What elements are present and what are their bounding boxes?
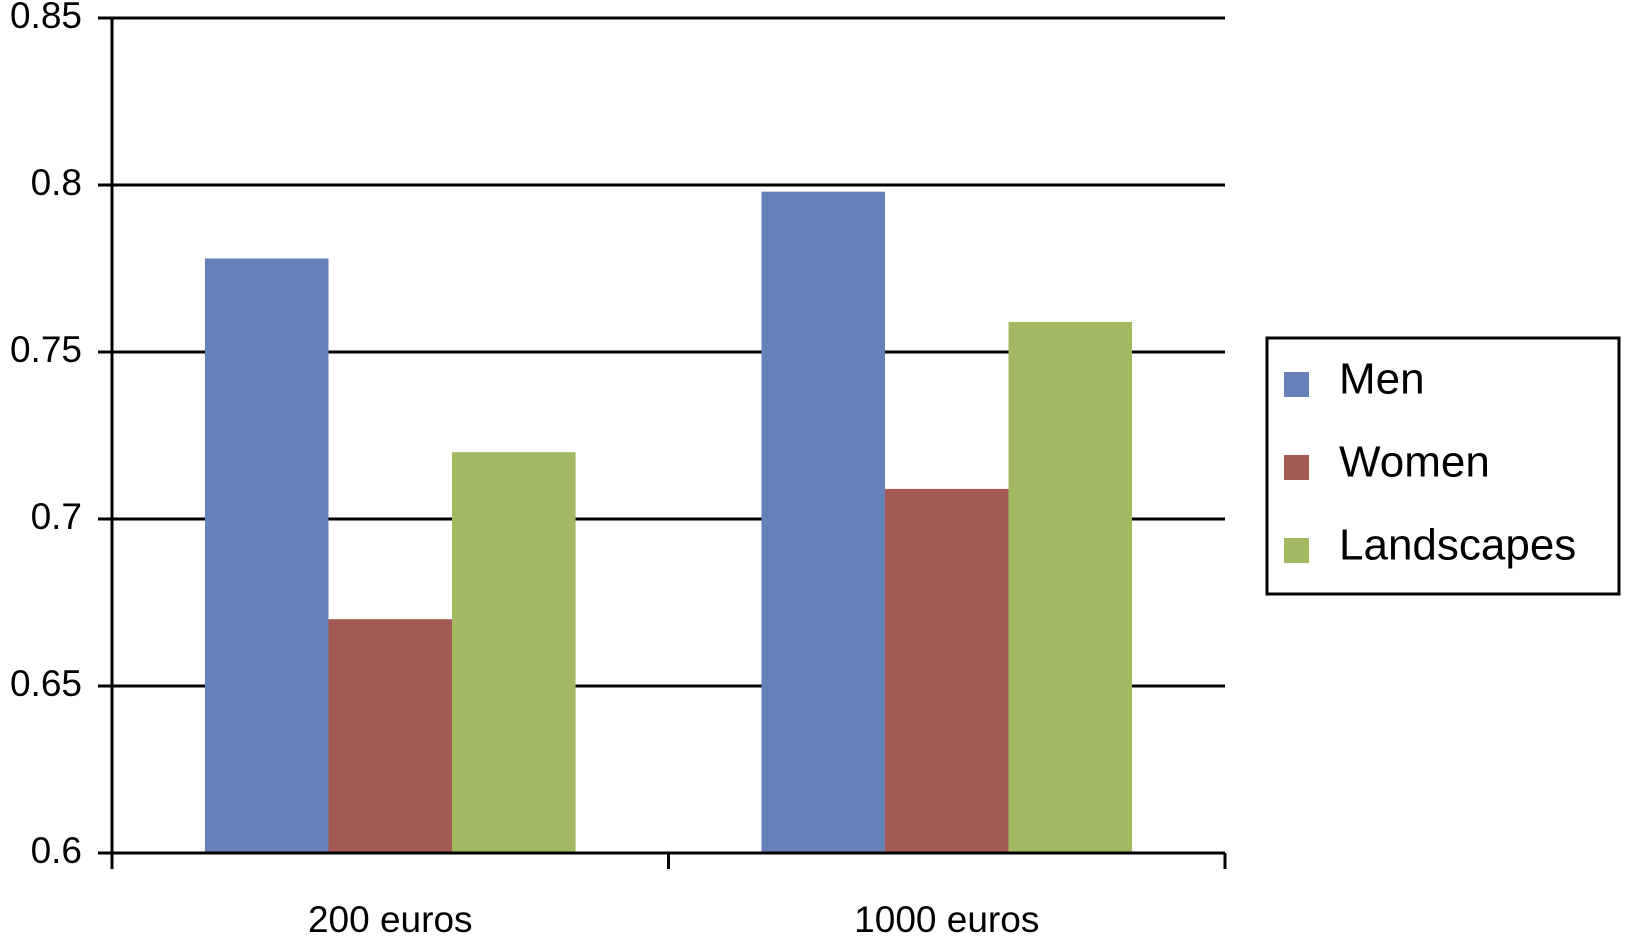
bar bbox=[884, 488, 1009, 853]
y-tick-label: 0.85 bbox=[10, 0, 82, 36]
legend-box bbox=[1265, 336, 1621, 596]
legend-swatch bbox=[1284, 372, 1309, 397]
legend-label: Men bbox=[1339, 355, 1425, 404]
y-tick-label: 0.75 bbox=[10, 329, 82, 370]
legend-swatch bbox=[1284, 455, 1309, 480]
bar bbox=[1008, 321, 1133, 853]
y-tick-label: 0.7 bbox=[31, 496, 82, 537]
y-tick-label: 0.8 bbox=[31, 162, 82, 203]
legend-label: Landscapes bbox=[1339, 521, 1576, 570]
bar bbox=[761, 191, 885, 853]
x-tick-label: 1000 euros bbox=[854, 899, 1039, 940]
bar bbox=[328, 619, 453, 853]
x-tick-label: 200 euros bbox=[308, 899, 473, 940]
y-tick-label: 0.65 bbox=[10, 663, 82, 704]
y-tick-label: 0.6 bbox=[31, 830, 82, 871]
legend-label: Women bbox=[1339, 438, 1490, 487]
legend-swatch bbox=[1284, 538, 1309, 563]
bar bbox=[452, 452, 576, 853]
bar bbox=[204, 258, 329, 854]
